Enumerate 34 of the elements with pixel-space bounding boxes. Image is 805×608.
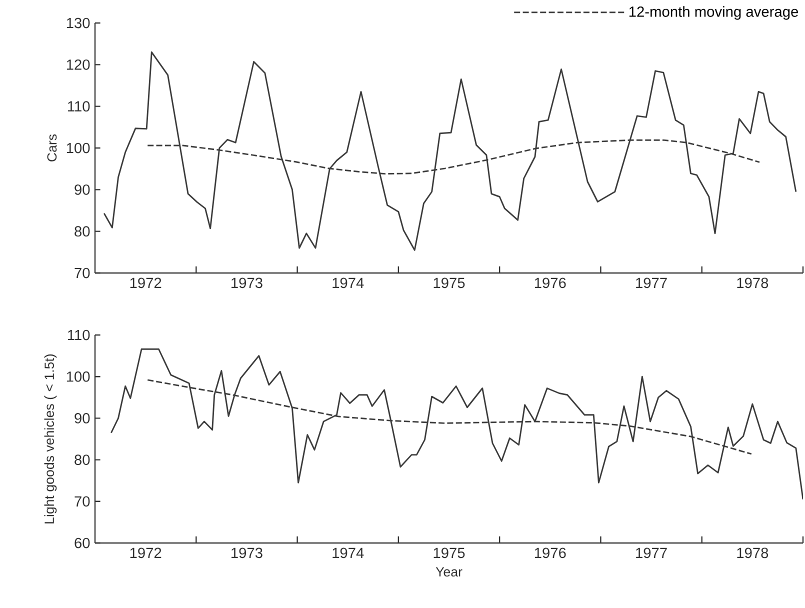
x-tick-label: 1975 <box>434 278 465 288</box>
x-tick-label: 1976 <box>534 548 566 558</box>
line-series <box>146 139 760 175</box>
x-tick-label: 1978 <box>737 548 768 558</box>
y-tick-label: 130 <box>66 18 90 28</box>
x-tick-label: 1977 <box>636 278 667 288</box>
x-tick-label: 1978 <box>737 278 768 288</box>
x-tick-label: 1974 <box>332 548 364 558</box>
y-tick-label: 60 <box>74 538 90 548</box>
y-tick-label: 80 <box>74 226 90 237</box>
y-axis-title: Light goods vehicles ( < 1.5t) <box>44 354 57 524</box>
y-tick-label: 90 <box>74 184 90 195</box>
y-tick-label: 100 <box>66 371 90 382</box>
x-axis-title: Year <box>436 567 462 577</box>
x-tick-label: 1975 <box>434 548 465 558</box>
y-tick-label: 90 <box>74 413 90 424</box>
y-tick-label: 100 <box>66 142 90 154</box>
x-tick-label: 1972 <box>130 278 162 288</box>
x-tick-label: 1973 <box>232 548 262 558</box>
x-tick-label: 1977 <box>636 548 667 558</box>
y-tick-label: 110 <box>68 101 90 112</box>
text: 12-month moving average <box>629 6 798 20</box>
x-tick-label: 1973 <box>232 278 262 288</box>
y-tick-label: 120 <box>66 59 90 70</box>
y-tick-label: 70 <box>74 268 90 278</box>
x-tick-label: 1976 <box>534 278 566 288</box>
y-tick-label: 70 <box>74 496 90 507</box>
x-tick-label: 1974 <box>332 278 364 288</box>
line-series <box>146 379 752 455</box>
y-tick-label: 80 <box>74 454 90 465</box>
y-tick-label: 110 <box>68 330 90 340</box>
line-series <box>103 51 797 251</box>
y-axis-title: Cars <box>47 134 57 162</box>
x-tick-label: 1972 <box>130 548 162 558</box>
